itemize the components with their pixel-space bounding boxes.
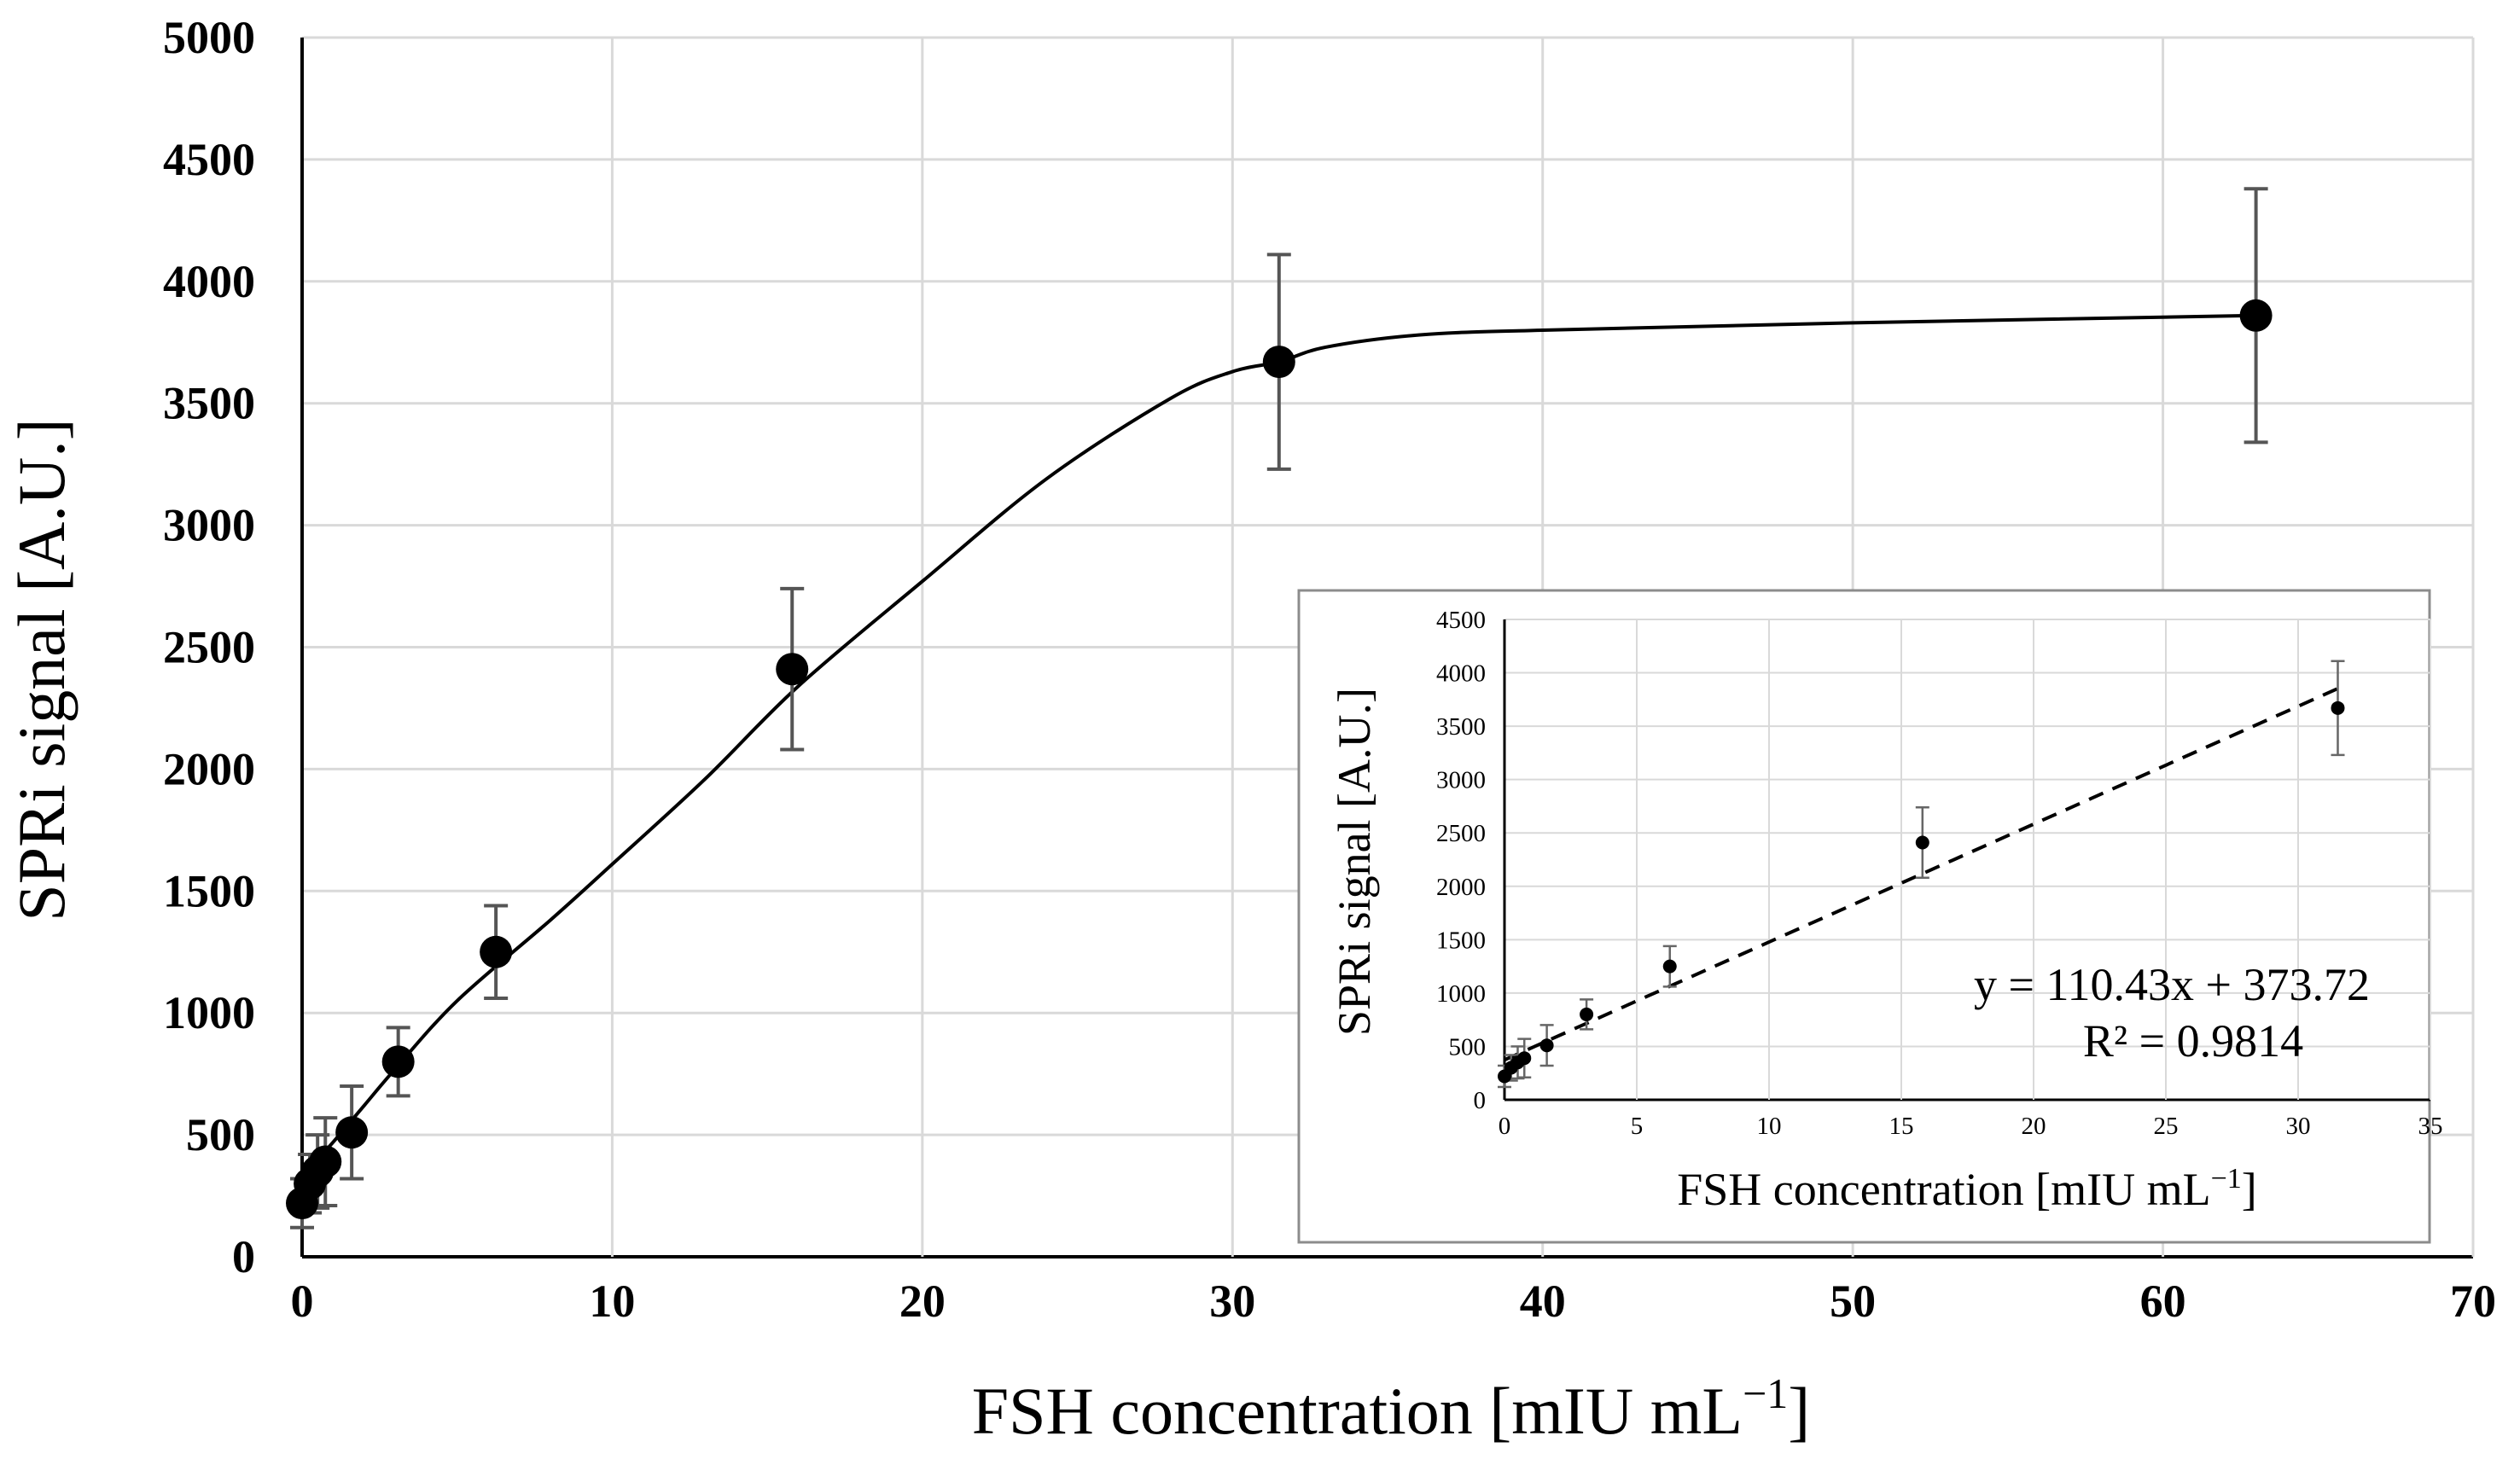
inset-chart: 0 500 1000 1500 2000 2500 3000 3500 4000 4500 0 5 10… — [1297, 589, 2443, 1244]
y-tick-label: 1000 — [163, 987, 255, 1038]
x-tick-label: 20 — [899, 1276, 946, 1327]
y-tick-label: 4000 — [1436, 660, 1486, 688]
trendline-equation: y = 110.43x + 373.72 — [1974, 959, 2370, 1010]
main-y-axis-title: SPRi signal [A.U.] — [4, 418, 79, 921]
y-tick-label: 3000 — [1436, 767, 1486, 794]
data-point — [381, 1045, 415, 1078]
inset-grid — [1503, 619, 2431, 1102]
inset-x-axis-title: FSH concentration [mIU mL−1] — [1677, 1163, 2257, 1215]
data-point — [1539, 1038, 1554, 1053]
x-tick-label: 50 — [1830, 1276, 1876, 1327]
x-tick-label: 25 — [2154, 1113, 2179, 1140]
data-point — [1517, 1051, 1532, 1066]
y-tick-label: 1000 — [1436, 980, 1486, 1008]
x-tick-label: 10 — [589, 1276, 635, 1327]
x-tick-label: 5 — [1631, 1113, 1644, 1140]
y-tick-label: 4000 — [163, 256, 255, 307]
y-tick-label: 0 — [1474, 1087, 1487, 1114]
x-tick-label: 35 — [2418, 1113, 2443, 1140]
data-point — [1262, 346, 1295, 379]
y-tick-label: 3000 — [163, 500, 255, 551]
y-tick-label: 2000 — [1436, 874, 1486, 901]
y-tick-label: 1500 — [1436, 927, 1486, 954]
x-tick-label: 0 — [1499, 1113, 1511, 1140]
data-point — [1580, 1007, 1594, 1021]
inset-ticks: 0 500 1000 1500 2000 2500 3000 3500 4000 4500 0 5 10… — [1436, 607, 2443, 1140]
data-point — [335, 1116, 369, 1149]
data-point — [480, 935, 513, 968]
data-point — [1662, 959, 1677, 974]
x-tick-label: 20 — [2022, 1113, 2046, 1140]
x-tick-label: 60 — [2140, 1276, 2186, 1327]
y-tick-label: 4500 — [1436, 607, 1486, 634]
y-tick-label: 3500 — [1436, 713, 1486, 741]
x-tick-label: 0 — [291, 1276, 314, 1327]
inset-y-axis-title: SPRi signal [A.U.] — [1329, 688, 1380, 1036]
y-tick-label: 500 — [186, 1109, 255, 1160]
y-tick-label: 1500 — [163, 865, 255, 916]
x-tick-label: 10 — [1757, 1113, 1782, 1140]
data-point — [1915, 835, 1929, 850]
y-tick-label: 2000 — [163, 743, 255, 794]
data-point — [309, 1145, 342, 1178]
y-tick-label: 2500 — [163, 622, 255, 673]
x-tick-label: 15 — [1889, 1113, 1914, 1140]
y-tick-label: 0 — [232, 1231, 255, 1282]
trendline-r-squared: R² = 0.9814 — [2083, 1015, 2303, 1067]
y-tick-label: 5000 — [163, 12, 255, 63]
x-tick-label: 30 — [1209, 1276, 1255, 1327]
data-point — [2239, 299, 2273, 332]
data-point — [776, 653, 809, 686]
x-tick-label: 70 — [2450, 1276, 2496, 1327]
y-tick-label: 3500 — [163, 378, 255, 429]
inset-frame — [1297, 589, 2431, 1244]
main-chart: 0500100015002000250030003500400045005000… — [4, 12, 2496, 1448]
x-tick-label: 30 — [2286, 1113, 2311, 1140]
y-tick-label: 500 — [1449, 1033, 1487, 1061]
main-fit-curve — [300, 313, 2256, 1178]
x-tick-label: 40 — [1520, 1276, 1566, 1327]
main-ticks: 0500100015002000250030003500400045005000… — [163, 12, 2496, 1327]
data-point — [2331, 700, 2345, 715]
y-tick-label: 4500 — [163, 134, 255, 185]
inset-data-marks — [1498, 660, 2345, 1089]
main-x-axis-title: FSH concentration [mIU mL−1] — [972, 1369, 1811, 1448]
main-data-marks — [286, 187, 2273, 1229]
y-tick-label: 2500 — [1436, 820, 1486, 847]
